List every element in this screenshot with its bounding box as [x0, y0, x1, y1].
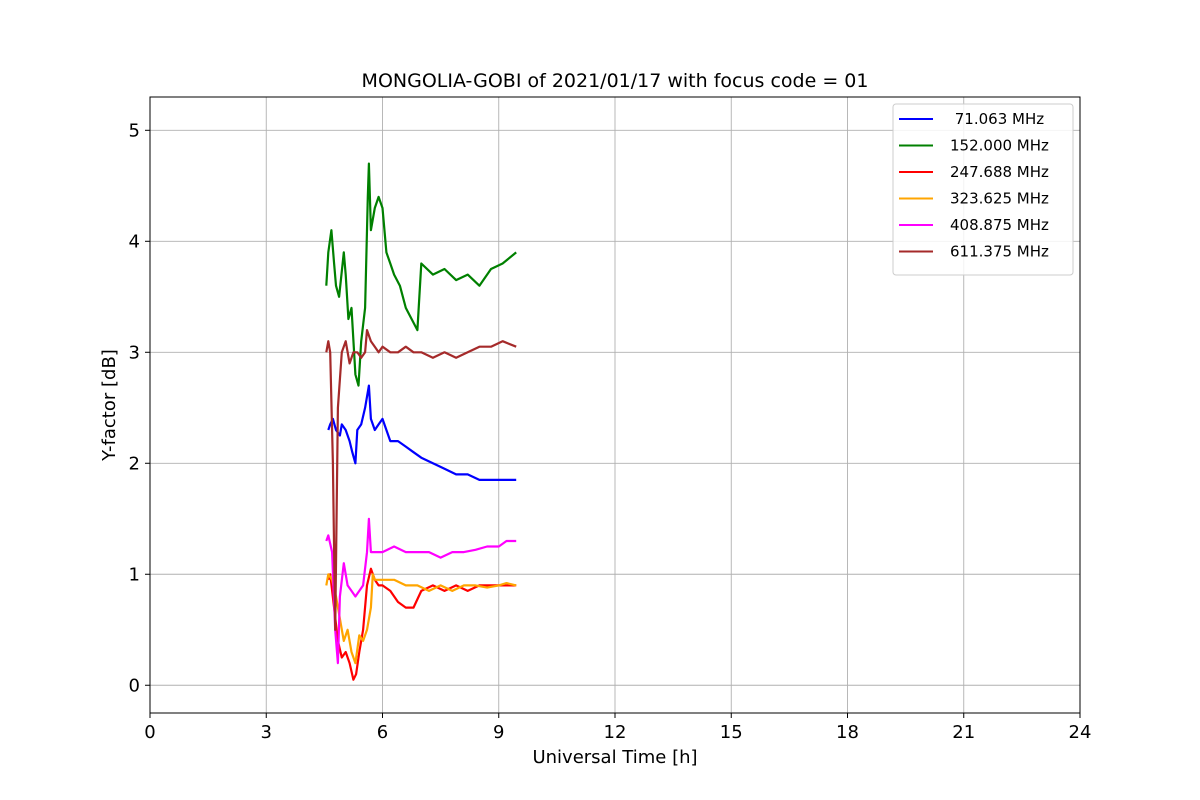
y-tick-label: 4 [129, 231, 140, 252]
y-axis-title: Y-factor [dB] [99, 349, 120, 462]
series-line [325, 573, 517, 665]
series-lines [325, 162, 517, 681]
y-tick-label: 3 [129, 342, 140, 363]
legend-box [892, 103, 1074, 276]
x-tick-label: 6 [377, 722, 388, 743]
legend-label: 408.875 MHz [950, 216, 1049, 234]
legend-label: 247.688 MHz [950, 163, 1049, 181]
x-tick-label: 0 [144, 722, 155, 743]
legend-label: 323.625 MHz [950, 190, 1049, 208]
legend-label: 152.000 MHz [950, 137, 1049, 155]
x-tick-label: 9 [493, 722, 504, 743]
x-tick-label: 21 [952, 722, 975, 743]
y-tick-label: 1 [129, 564, 140, 585]
chart-title: MONGOLIA-GOBI of 2021/01/17 with focus c… [362, 70, 869, 92]
legend-label: 71.063 MHz [950, 110, 1044, 128]
y-tick-label: 0 [129, 675, 140, 696]
x-tick-label: 15 [720, 722, 743, 743]
x-tick-label: 3 [261, 722, 272, 743]
x-tick-label: 12 [604, 722, 627, 743]
series-line [325, 162, 517, 387]
legend-label: 611.375 MHz [950, 243, 1049, 261]
y-tick-label: 2 [129, 453, 140, 474]
series-line [325, 329, 517, 631]
series-line [325, 517, 517, 665]
series-line [327, 384, 517, 481]
y-tick-label: 5 [129, 120, 140, 141]
x-tick-label: 24 [1069, 722, 1092, 743]
legend: 71.063 MHz 152.000 MHz 247.688 MHz 323.625 … [892, 103, 1074, 276]
x-axis-title: Universal Time [h] [532, 747, 697, 768]
x-tick-label: 18 [836, 722, 859, 743]
